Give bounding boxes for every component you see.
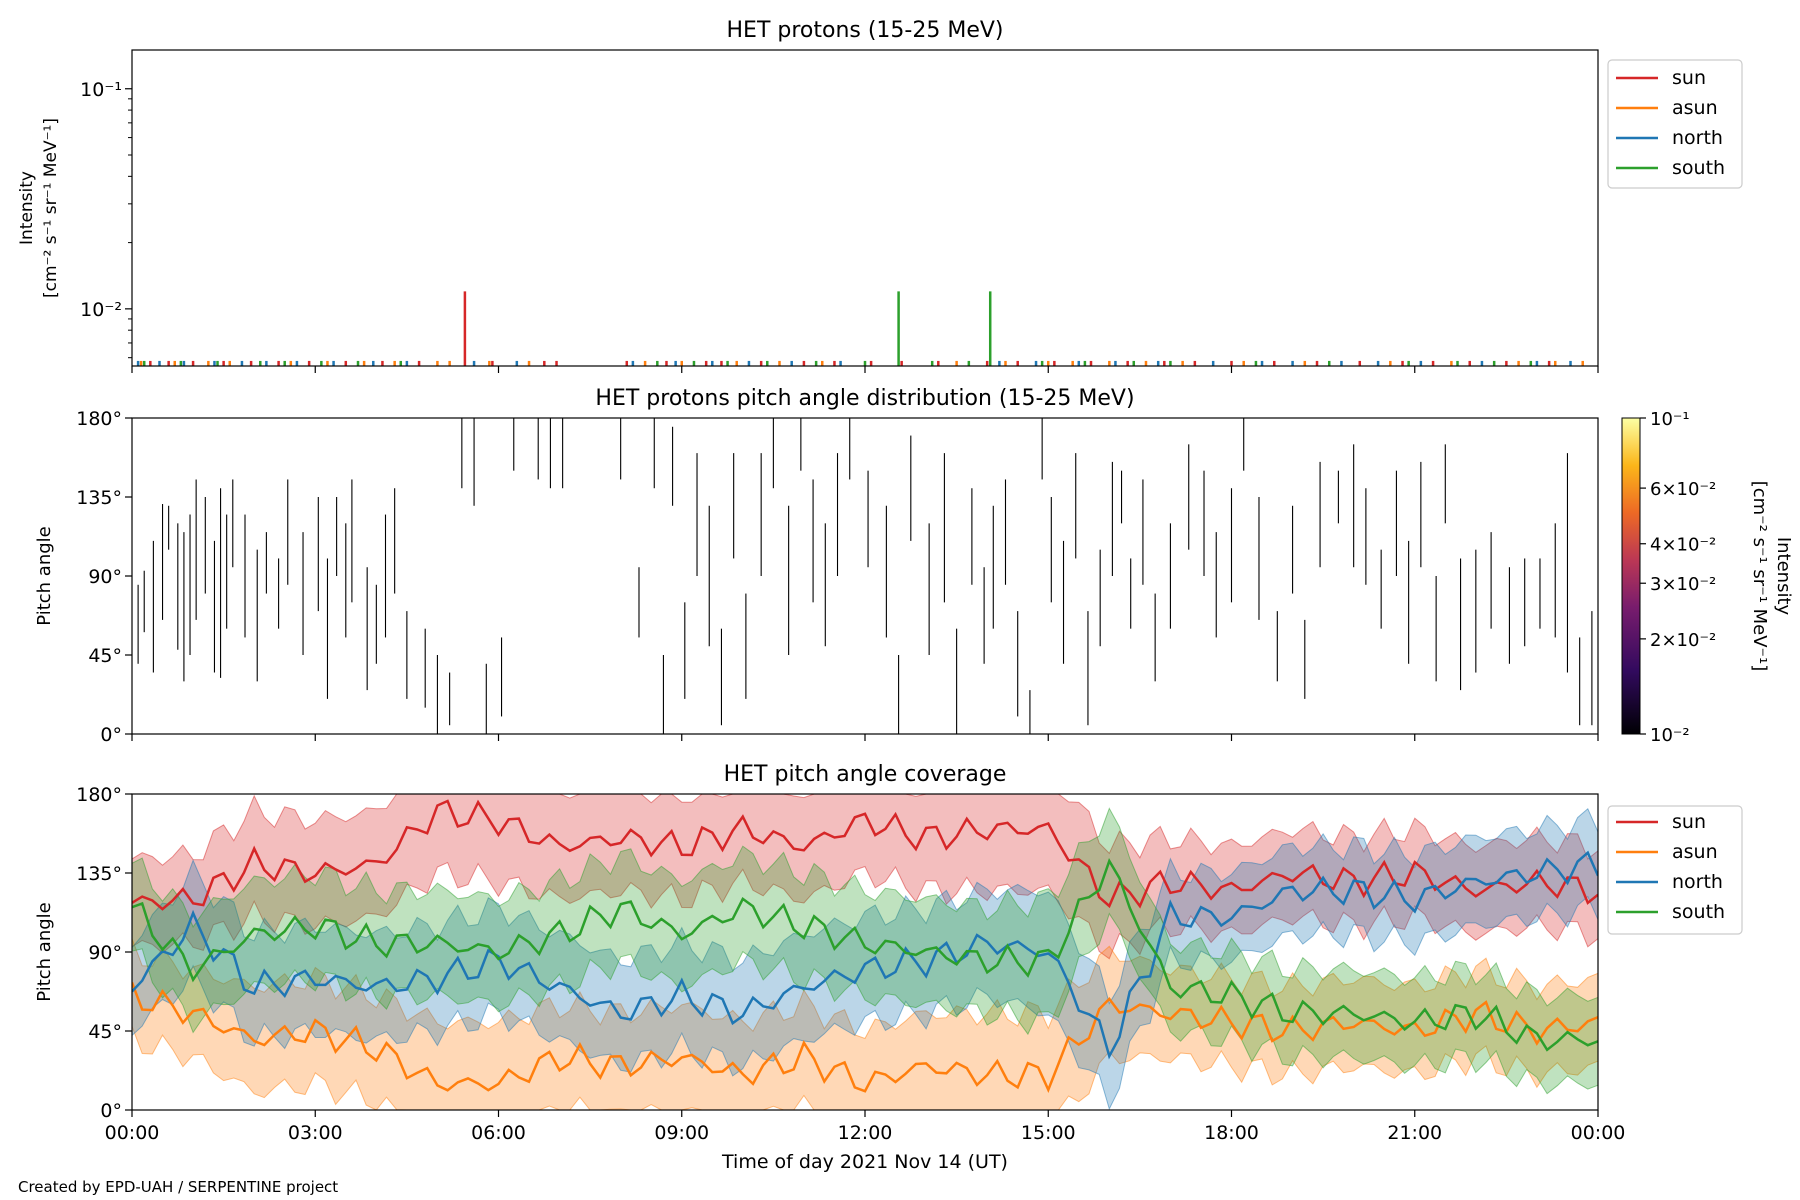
x-tick-label-8: 00:00 bbox=[1571, 1122, 1626, 1144]
panel1-x-ticks bbox=[131, 366, 1599, 373]
panel3-y-ticks: 0° 45° 90° 135° 180° bbox=[76, 784, 132, 1122]
x-tick-label-2: 06:00 bbox=[471, 1122, 526, 1144]
panel-pitch-angle-coverage: HET pitch angle coverage Pitch angle 0° 4… bbox=[34, 762, 1743, 1144]
panel2-y-tick-label-0: 0° bbox=[100, 724, 122, 746]
colorbar-tick-label-4: 2×10⁻² bbox=[1650, 630, 1716, 651]
panel3-y-tick-label-2: 90° bbox=[88, 942, 122, 964]
panel1-ylabel-line1: Intensity bbox=[17, 171, 37, 245]
panel2-y-tick-label-3: 135° bbox=[76, 487, 122, 509]
coverage-line-north bbox=[132, 850, 1598, 1060]
panel1-series bbox=[136, 291, 1584, 366]
panel1-axes-frame bbox=[131, 49, 1599, 367]
coverage-line-asun bbox=[132, 981, 1598, 1094]
colorbar-label: Intensity [cm⁻² s⁻¹ sr⁻¹ MeV⁻¹] bbox=[1749, 481, 1794, 672]
colorbar-tick-label-5: 10⁻² bbox=[1650, 725, 1690, 746]
x-tick-label-6: 18:00 bbox=[1204, 1122, 1259, 1144]
panel1-y-tick-label-1: 10⁻² bbox=[80, 299, 122, 321]
panel3-title: HET pitch angle coverage bbox=[724, 762, 1007, 787]
colorbar-tick-label-0: 10⁻¹ bbox=[1650, 409, 1690, 430]
colorbar-tick-label-2: 4×10⁻² bbox=[1650, 535, 1716, 556]
panel2-title: HET protons pitch angle distribution (15… bbox=[595, 386, 1134, 411]
credit-text: Created by EPD-UAH / SERPENTINE project bbox=[18, 1178, 338, 1196]
x-tick-label-0: 00:00 bbox=[105, 1122, 160, 1144]
coverage-line-sun bbox=[132, 799, 1598, 911]
panel2-segments bbox=[137, 418, 1593, 734]
panel1-legend: sun asun north south bbox=[1607, 59, 1743, 189]
panel3-ylabel: Pitch angle bbox=[34, 902, 55, 1001]
panel1-legend-label-north: north bbox=[1672, 127, 1723, 149]
panel2-axes-frame bbox=[131, 417, 1599, 735]
panel3-legend: sun asun north south bbox=[1607, 805, 1743, 935]
panel2-y-tick-label-2: 90° bbox=[88, 566, 122, 588]
panel3-legend-label-north: north bbox=[1672, 871, 1723, 893]
panel1-legend-label-sun: sun bbox=[1672, 67, 1706, 89]
colorbar-gradient bbox=[1621, 417, 1641, 735]
x-tick-label-7: 21:00 bbox=[1387, 1122, 1442, 1144]
panel1-legend-box bbox=[1607, 59, 1743, 189]
panel1-ylabel: Intensity [cm⁻² s⁻¹ sr⁻¹ MeV⁻¹] bbox=[17, 118, 61, 298]
panel2-y-tick-label-4: 180° bbox=[76, 408, 122, 430]
x-tick-label-1: 03:00 bbox=[288, 1122, 343, 1144]
panel3-y-tick-label-4: 180° bbox=[76, 784, 122, 806]
panel3-x-ticks: 00:00 03:00 06:00 09:00 12:00 15:00 18:00 21:00… bbox=[105, 1110, 1626, 1144]
x-axis-label: Time of day 2021 Nov 14 (UT) bbox=[721, 1151, 1008, 1173]
x-tick-label-4: 12:00 bbox=[838, 1122, 893, 1144]
panel-intensity: HET protons (15-25 MeV) Intensity [cm⁻² … bbox=[17, 18, 1743, 373]
panel3-legend-label-south: south bbox=[1672, 901, 1725, 923]
panel1-legend-label-asun: asun bbox=[1672, 97, 1718, 119]
colorbar-tick-label-1: 6×10⁻² bbox=[1650, 479, 1716, 500]
panel2-y-tick-label-1: 45° bbox=[88, 645, 122, 667]
colorbar-label-line1: Intensity bbox=[1773, 537, 1794, 616]
coverage-line-south bbox=[132, 858, 1598, 1052]
panel2-x-ticks bbox=[131, 734, 1599, 741]
colorbar: 10⁻¹ 6×10⁻² 4×10⁻² 3×10⁻² 2×10⁻² 10⁻² Intensi… bbox=[1621, 409, 1794, 746]
panel3-y-tick-label-3: 135° bbox=[76, 863, 122, 885]
panel3-legend-label-sun: sun bbox=[1672, 811, 1706, 833]
colorbar-tick-label-3: 3×10⁻² bbox=[1650, 574, 1716, 595]
x-tick-label-5: 15:00 bbox=[1021, 1122, 1076, 1144]
panel-pitch-angle-distribution: HET protons pitch angle distribution (15… bbox=[34, 386, 1794, 746]
panel3-series bbox=[132, 794, 1598, 1110]
colorbar-label-line2: [cm⁻² s⁻¹ sr⁻¹ MeV⁻¹] bbox=[1749, 481, 1770, 672]
panel2-y-ticks: 0° 45° 90° 135° 180° bbox=[76, 408, 132, 746]
panel3-y-tick-label-0: 0° bbox=[100, 1100, 122, 1122]
panel1-ylabel-line2: [cm⁻² s⁻¹ sr⁻¹ MeV⁻¹] bbox=[41, 118, 61, 298]
panel3-axes-frame bbox=[131, 793, 1599, 1111]
colorbar-ticks: 10⁻¹ 6×10⁻² 4×10⁻² 3×10⁻² 2×10⁻² 10⁻² bbox=[1640, 409, 1716, 746]
panel1-title: HET protons (15-25 MeV) bbox=[727, 18, 1004, 43]
panel3-legend-box bbox=[1607, 805, 1743, 935]
panel2-ylabel: Pitch angle bbox=[34, 526, 55, 625]
panel1-legend-label-south: south bbox=[1672, 157, 1725, 179]
x-tick-label-3: 09:00 bbox=[654, 1122, 709, 1144]
panel1-y-ticks: 10⁻¹ 10⁻² bbox=[80, 79, 132, 359]
panel3-legend-label-asun: asun bbox=[1672, 841, 1718, 863]
panel3-y-tick-label-1: 45° bbox=[88, 1021, 122, 1043]
panel1-y-tick-label-0: 10⁻¹ bbox=[80, 79, 122, 101]
